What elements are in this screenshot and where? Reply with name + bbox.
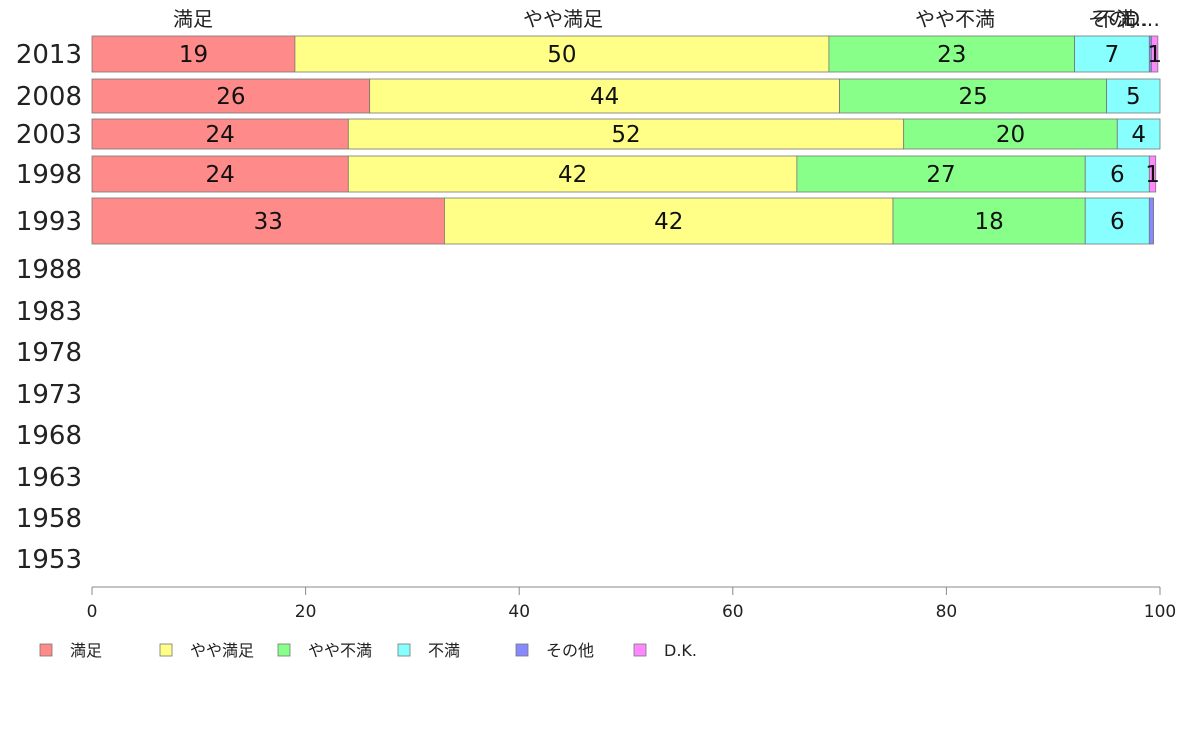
y-tick-label-1978: 1978 bbox=[16, 338, 82, 368]
x-tick-label-0: 0 bbox=[87, 602, 98, 622]
legend-label-2: やや不満 bbox=[308, 641, 372, 660]
y-tick-label-1953: 1953 bbox=[16, 545, 82, 575]
y-tick-label-2003: 2003 bbox=[16, 120, 82, 150]
y-tick-label-1963: 1963 bbox=[16, 463, 82, 493]
legend-swatch-4 bbox=[515, 643, 529, 657]
legend-label-5: D.K. bbox=[664, 641, 697, 660]
bar-1993-2 bbox=[892, 197, 1086, 245]
data-label-1993-1: 42 bbox=[654, 209, 683, 235]
bar-1998-1 bbox=[347, 155, 798, 193]
data-label-2013-5: 1 bbox=[1147, 42, 1162, 68]
bar-1993-3 bbox=[1084, 197, 1150, 245]
data-label-2003-3: 4 bbox=[1131, 122, 1146, 148]
y-tick-label-1968: 1968 bbox=[16, 421, 82, 451]
data-label-2013-0: 19 bbox=[179, 42, 208, 68]
data-label-2013-3: 7 bbox=[1105, 42, 1120, 68]
x-tick-label-40: 40 bbox=[508, 602, 530, 622]
top-label-2: やや不満 bbox=[915, 7, 995, 31]
bar-1993-1 bbox=[444, 197, 894, 245]
legend-swatch-5 bbox=[633, 643, 647, 657]
data-label-2013-1: 50 bbox=[547, 42, 576, 68]
x-tick-label-100: 100 bbox=[1144, 602, 1176, 622]
bar-2008-0 bbox=[91, 78, 371, 114]
data-label-2003-1: 52 bbox=[611, 122, 640, 148]
bar-2003-3 bbox=[1116, 118, 1161, 150]
data-label-1993-3: 6 bbox=[1110, 209, 1125, 235]
bar-1998-2 bbox=[796, 155, 1086, 193]
data-label-1998-3: 6 bbox=[1110, 162, 1125, 188]
bar-2013-2 bbox=[828, 35, 1075, 73]
data-label-1998-5: 1 bbox=[1145, 162, 1160, 188]
data-label-2008-3: 5 bbox=[1126, 84, 1141, 110]
top-label-3: 不満 bbox=[1096, 7, 1136, 31]
legend-swatch-0 bbox=[39, 643, 53, 657]
legend-label-0: 満足 bbox=[70, 641, 102, 660]
y-tick-label-1988: 1988 bbox=[16, 255, 82, 285]
x-tick-label-60: 60 bbox=[722, 602, 744, 622]
legend-label-4: その他 bbox=[546, 641, 594, 660]
y-tick-label-1993: 1993 bbox=[16, 207, 82, 237]
x-tick-label-20: 20 bbox=[295, 602, 317, 622]
data-label-1998-1: 42 bbox=[558, 162, 587, 188]
data-label-1998-0: 24 bbox=[206, 162, 235, 188]
y-tick-label-2008: 2008 bbox=[16, 82, 82, 112]
data-label-2003-2: 20 bbox=[996, 122, 1025, 148]
bar-2008-2 bbox=[839, 78, 1107, 114]
x-tick-label-80: 80 bbox=[936, 602, 958, 622]
legend-swatch-3 bbox=[397, 643, 411, 657]
bar-2013-5 bbox=[1151, 35, 1159, 73]
data-label-2008-1: 44 bbox=[590, 84, 619, 110]
data-label-1993-0: 33 bbox=[254, 209, 283, 235]
y-tick-label-1998: 1998 bbox=[16, 160, 82, 190]
bar-1998-3 bbox=[1084, 155, 1150, 193]
data-label-1993-2: 18 bbox=[974, 209, 1003, 235]
data-label-2013-2: 23 bbox=[937, 42, 966, 68]
bar-1998-5 bbox=[1148, 155, 1157, 193]
legend-swatch-1 bbox=[159, 643, 173, 657]
bar-1993-4 bbox=[1148, 197, 1154, 245]
top-label-1: やや満足 bbox=[523, 7, 603, 31]
y-tick-label-1973: 1973 bbox=[16, 380, 82, 410]
bar-1998-0 bbox=[91, 155, 349, 193]
top-label-0: 満足 bbox=[173, 7, 213, 31]
top-label-4: その… bbox=[1088, 7, 1148, 31]
legend-label-1: やや満足 bbox=[190, 641, 254, 660]
bar-2013-1 bbox=[294, 35, 830, 73]
legend-swatch-2 bbox=[277, 643, 291, 657]
data-label-2008-2: 25 bbox=[958, 84, 987, 110]
bar-2013-0 bbox=[91, 35, 296, 73]
data-label-1998-2: 27 bbox=[926, 162, 955, 188]
bar-2008-3 bbox=[1106, 78, 1161, 114]
data-label-2003-0: 24 bbox=[206, 122, 235, 148]
bar-2003-0 bbox=[91, 118, 349, 150]
top-label-5: D… bbox=[1125, 7, 1160, 31]
bar-2008-1 bbox=[369, 78, 841, 114]
legend-label-3: 不満 bbox=[428, 641, 460, 660]
bar-1993-0 bbox=[91, 197, 445, 245]
bar-2003-2 bbox=[903, 118, 1118, 150]
y-tick-label-1958: 1958 bbox=[16, 504, 82, 534]
y-tick-label-1983: 1983 bbox=[16, 297, 82, 327]
y-tick-label-2013: 2013 bbox=[16, 40, 82, 70]
data-label-2008-0: 26 bbox=[216, 84, 245, 110]
